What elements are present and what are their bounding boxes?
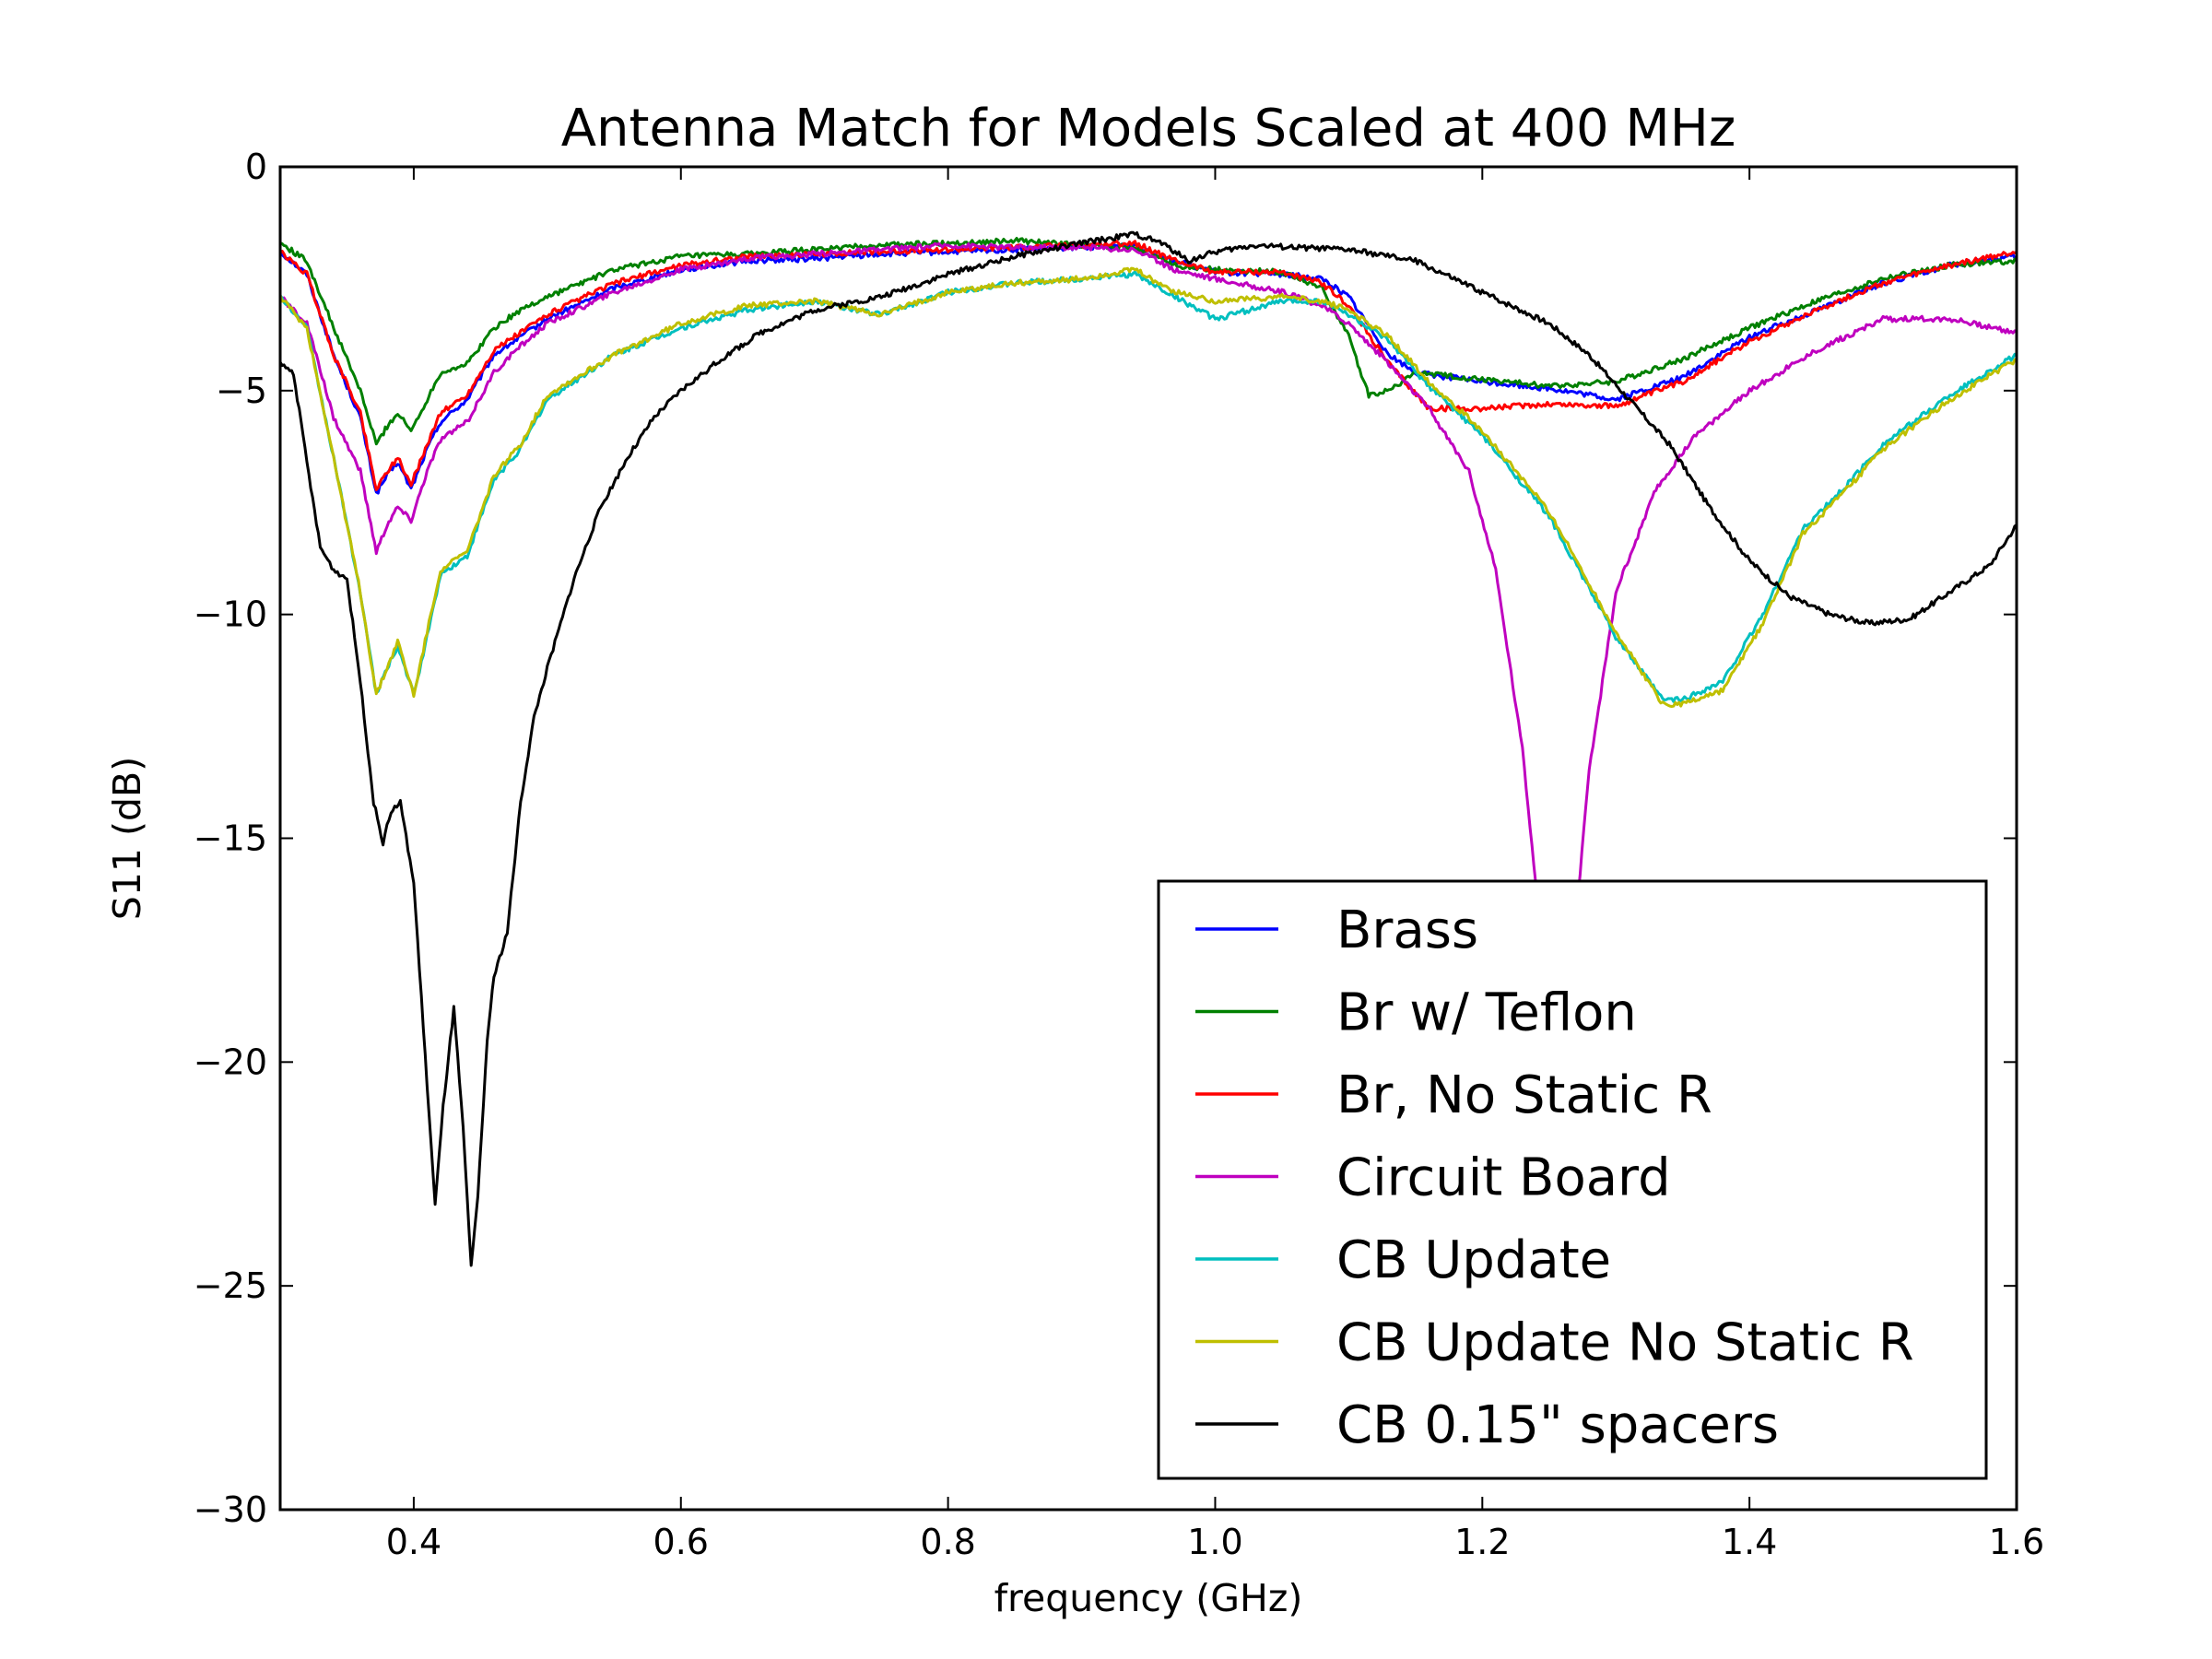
series-layer: [280, 230, 2017, 1267]
x-tick-label: 1.4: [1722, 1522, 1777, 1562]
legend: Brass Br w/ Teflon Br, No Static R Circuit …: [1157, 879, 1988, 1480]
y-tick-label: −5: [216, 371, 267, 411]
y-tick-label: −30: [194, 1489, 267, 1530]
y-tick-label: −20: [194, 1041, 267, 1082]
legend-label: CB Update: [1336, 1230, 1611, 1290]
y-tick-label: −25: [194, 1265, 267, 1306]
y-tick-label: −10: [194, 594, 267, 635]
legend-box: [1157, 879, 1988, 1480]
y-tick-label: −15: [194, 818, 267, 859]
series-line-5: [280, 270, 2017, 703]
chart-title: Antenna Match for Models Scaled at 400 M…: [561, 99, 1736, 159]
series-line-3: [280, 240, 2017, 491]
ticks-layer: 0.4 0.6 0.8 1.0 1.2 1.4 1.6 0 −5 −10 −15 −20 −25 −30: [194, 147, 2044, 1562]
legend-label: CB Update No Static R: [1336, 1313, 1914, 1373]
x-tick-label: 1.6: [1989, 1522, 2044, 1562]
legend-label: Brass: [1336, 900, 1478, 960]
y-tick-label: 0: [245, 147, 267, 187]
series-line-4: [280, 241, 2017, 1018]
x-tick-label: 1.0: [1187, 1522, 1242, 1562]
legend-label: CB 0.15" spacers: [1336, 1395, 1779, 1455]
series-line-7: [280, 230, 2017, 1267]
x-axis-title: frequency (GHz): [994, 1576, 1303, 1620]
x-tick-label: 0.6: [653, 1522, 709, 1562]
x-tick-label: 0.8: [920, 1522, 975, 1562]
x-tick-label: 0.4: [386, 1522, 441, 1562]
legend-label: Br, No Static R: [1336, 1065, 1712, 1125]
y-axis-title: S11 (dB): [105, 757, 149, 920]
series-line-6: [280, 266, 2017, 708]
legend-label: Circuit Board: [1336, 1148, 1671, 1208]
legend-label: Br w/ Teflon: [1336, 983, 1637, 1043]
x-tick-label: 1.2: [1454, 1522, 1510, 1562]
